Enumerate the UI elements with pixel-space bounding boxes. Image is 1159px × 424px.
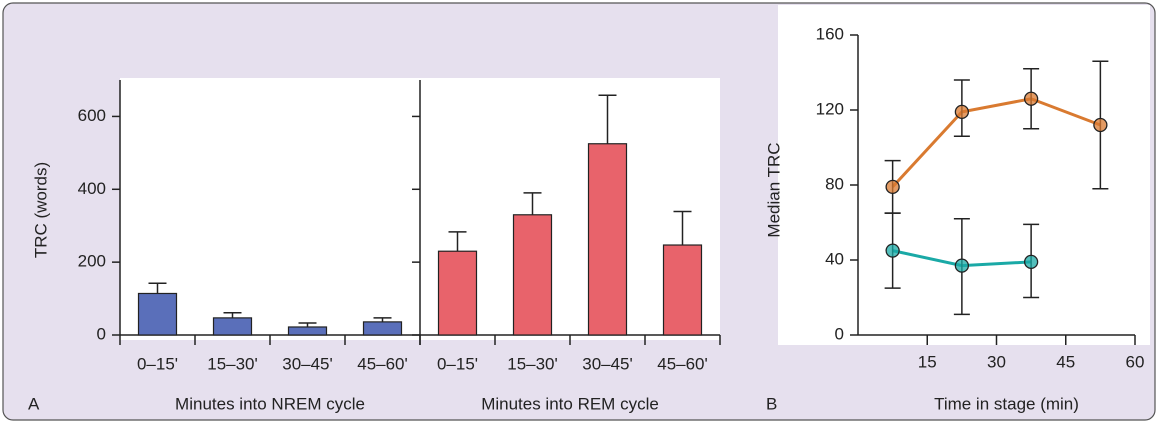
x-tick-label: 30–45'	[282, 354, 333, 373]
x-tick-label: 45–60'	[357, 354, 408, 373]
x-tick-label: 30	[987, 352, 1006, 371]
x-tick-label: 0–15'	[137, 354, 178, 373]
data-point	[885, 243, 900, 258]
y-tick-label: 0	[97, 324, 106, 343]
y-axis-label: TRC (words)	[31, 162, 50, 258]
x-tick-label: 15–30'	[207, 354, 258, 373]
bar	[287, 326, 328, 336]
data-point	[1093, 117, 1108, 133]
x-tick-label: 60	[1126, 352, 1145, 371]
y-tick-label: 600	[78, 106, 106, 125]
data-point	[885, 179, 900, 195]
x-tick-label: 30–45'	[582, 354, 633, 373]
x-tick-label: 15–30'	[507, 354, 558, 373]
data-point	[954, 258, 970, 273]
bar	[137, 292, 178, 336]
y-tick-label: 40	[825, 249, 844, 268]
y-tick-label: 400	[78, 179, 106, 198]
y-tick-label: 0	[835, 324, 844, 343]
data-point	[1023, 91, 1039, 106]
series-line	[891, 97, 1101, 188]
y-tick-label: 200	[78, 252, 106, 271]
data-point	[1023, 254, 1039, 270]
x-tick-label: 45	[1056, 352, 1075, 371]
y-tick-label: 120	[816, 99, 844, 118]
x-axis-label: Time in stage (min)	[934, 394, 1079, 413]
bar	[212, 317, 253, 336]
bar	[587, 143, 628, 336]
y-tick-label: 80	[825, 174, 844, 193]
x-axis-label: Minutes into NREM cycle	[175, 394, 365, 413]
x-tick-label: 0–15'	[437, 354, 478, 373]
x-axis-label: Minutes into REM cycle	[481, 394, 659, 413]
y-tick-label: 160	[816, 24, 844, 43]
bar	[362, 321, 403, 336]
panel-b-area	[778, 5, 1150, 345]
bar	[437, 250, 478, 336]
panel-label: A	[28, 394, 40, 413]
data-point	[954, 104, 970, 120]
x-tick-label: 15	[918, 352, 937, 371]
bar	[662, 244, 703, 336]
x-tick-label: 45–60'	[657, 354, 708, 373]
panel-label: B	[766, 394, 777, 413]
bar	[512, 214, 553, 336]
y-axis-label: Median TRC	[764, 142, 783, 237]
